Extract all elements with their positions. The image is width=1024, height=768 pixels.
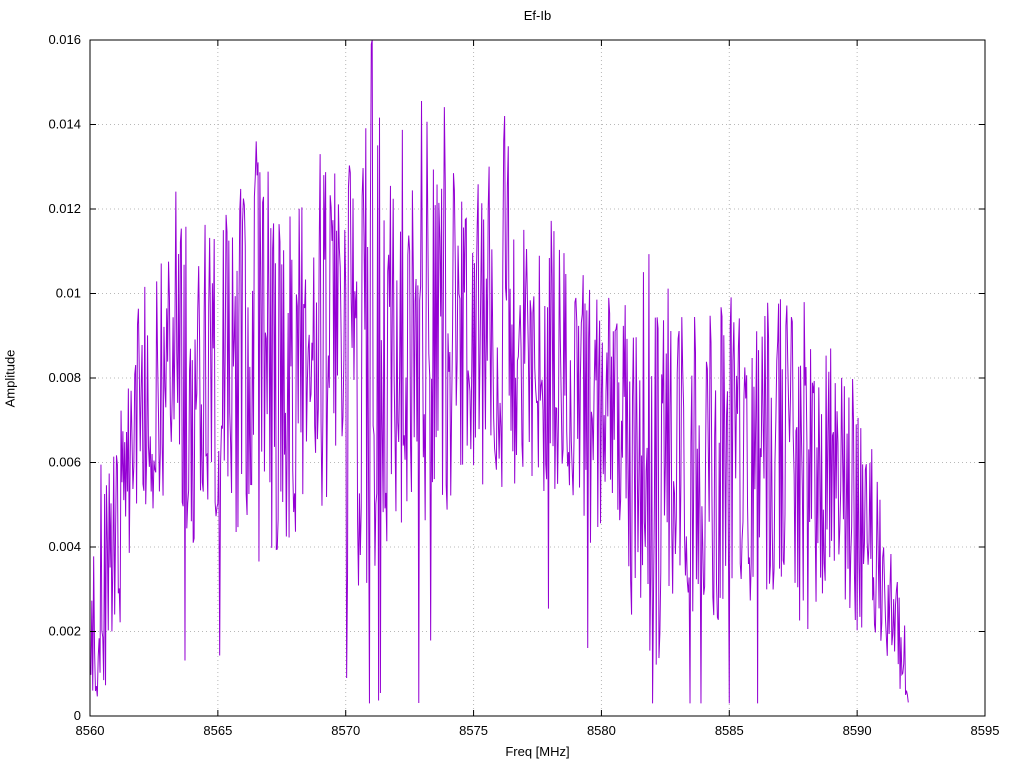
x-tick-label: 8595 (971, 723, 1000, 738)
x-tick-label: 8580 (587, 723, 616, 738)
y-tick-label: 0.014 (48, 117, 81, 132)
x-tick-label: 8590 (843, 723, 872, 738)
y-tick-label: 0.012 (48, 201, 81, 216)
y-tick-label: 0.006 (48, 455, 81, 470)
x-axis-label: Freq [MHz] (505, 744, 570, 759)
x-tick-label: 8570 (331, 723, 360, 738)
x-tick-label: 8585 (715, 723, 744, 738)
y-tick-label: 0.01 (56, 286, 81, 301)
y-tick-label: 0.004 (48, 539, 81, 554)
y-tick-label: 0.002 (48, 624, 81, 639)
chart-title: Ef-Ib (523, 8, 552, 23)
x-tick-label: 8575 (459, 723, 488, 738)
series-line (89, 39, 909, 704)
x-tick-label: 8560 (76, 723, 105, 738)
y-tick-label: 0.016 (48, 32, 81, 47)
y-tick-label: 0.008 (48, 370, 81, 385)
y-tick-label: 0 (74, 708, 81, 723)
x-tick-label: 8565 (203, 723, 232, 738)
